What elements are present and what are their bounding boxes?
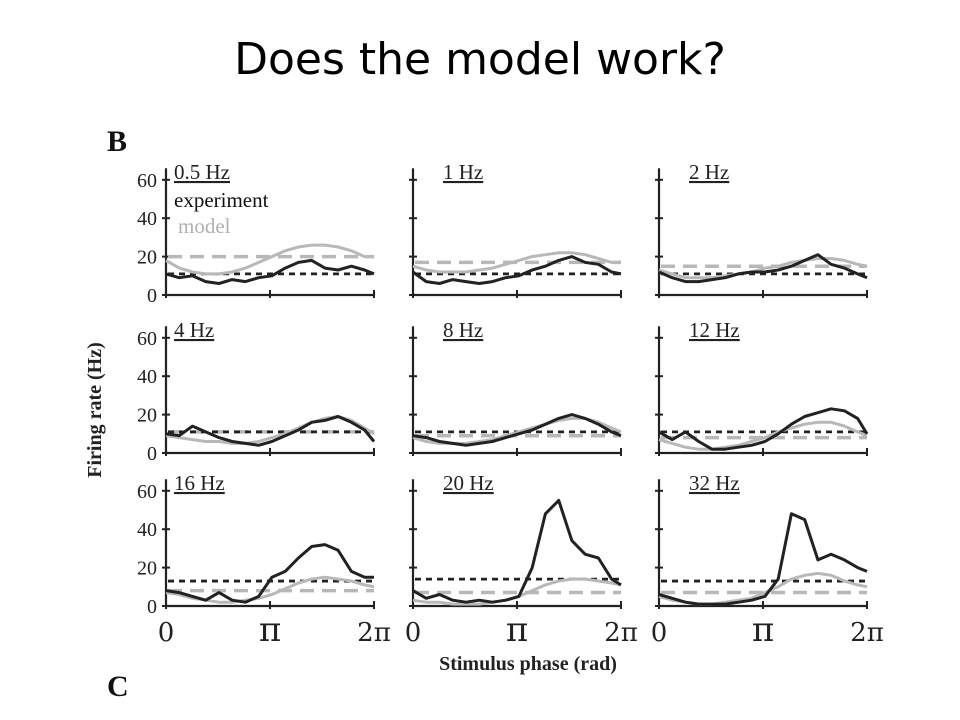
y-tick-label: 60 xyxy=(137,170,157,192)
x-axis-label: Stimulus phase (rad) xyxy=(439,653,617,675)
y-tick-label: 40 xyxy=(137,519,157,541)
frequency-label: 32 Hz xyxy=(689,471,740,495)
y-tick-label: 40 xyxy=(137,366,157,388)
x-tick-label: π xyxy=(752,610,774,650)
y-tick-label: 40 xyxy=(137,208,157,230)
model-series-line xyxy=(412,416,622,445)
y-tick-label: 0 xyxy=(147,443,157,465)
experiment-series-line xyxy=(658,407,869,451)
experiment-series-line xyxy=(165,415,376,447)
frequency-label: 1 Hz xyxy=(443,160,483,184)
y-tick-label: 20 xyxy=(137,247,157,269)
y-axis-label: Firing rate (Hz) xyxy=(84,342,106,478)
frequency-label: 8 Hz xyxy=(443,318,483,342)
x-tick-label: π xyxy=(506,610,528,650)
frequency-label: 4 Hz xyxy=(174,318,214,342)
frequency-label: 0.5 Hz xyxy=(174,160,230,184)
y-tick-label: 60 xyxy=(137,328,157,350)
x-tick-label: 0 xyxy=(651,618,668,648)
y-tick-label: 60 xyxy=(137,481,157,503)
panel-12-hz: 12 Hz xyxy=(655,318,869,456)
panel-2-hz: 2 Hz xyxy=(655,160,868,298)
model-series-line xyxy=(412,251,621,274)
panel-20-hz: 0 π 2π 20 Hz xyxy=(405,471,638,650)
y-tick-label: 0 xyxy=(147,285,157,307)
experiment-series-line xyxy=(165,258,375,285)
experiment-series-line xyxy=(412,413,622,447)
frequency-label: 12 Hz xyxy=(689,318,740,342)
frequency-label: 2 Hz xyxy=(689,160,729,184)
legend-model: model xyxy=(178,214,231,238)
panel-32-hz: 0 π 2π 32 Hz xyxy=(651,471,884,650)
panel-label-c: C xyxy=(107,670,129,703)
panel-16-hz: 0 20 40 60 0 π 2π 16 Hz xyxy=(137,471,391,650)
x-tick-label: 0 xyxy=(158,618,175,648)
panel-1-hz: 1 Hz xyxy=(409,160,622,298)
model-series-line xyxy=(658,420,868,451)
frequency-label: 16 Hz xyxy=(174,471,225,495)
frequency-label: 20 Hz xyxy=(443,471,494,495)
experiment-series-line xyxy=(658,512,868,606)
y-tick-label: 0 xyxy=(147,596,157,618)
model-series-line xyxy=(658,257,868,280)
x-tick-label: π xyxy=(259,610,281,650)
x-tick-label: 0 xyxy=(405,618,422,648)
legend-experiment: experiment xyxy=(174,188,269,212)
experiment-series-line xyxy=(412,255,622,285)
x-tick-label: 2π xyxy=(357,618,391,648)
slide-title: Does the model work? xyxy=(234,34,726,85)
model-series-line xyxy=(658,571,868,606)
experiment-series-line xyxy=(412,498,622,604)
y-tick-label: 20 xyxy=(137,405,157,427)
panel-label-b: B xyxy=(107,125,127,158)
panel-8-hz: 8 Hz xyxy=(409,318,622,456)
model-series-line xyxy=(165,243,374,276)
y-tick-label: 20 xyxy=(137,558,157,580)
experiment-series-line xyxy=(165,543,374,604)
x-tick-label: 2π xyxy=(604,618,638,648)
panel-4-hz: 0 20 40 60 4 Hz xyxy=(137,318,376,465)
model-series-line xyxy=(165,415,375,445)
x-tick-label: 2π xyxy=(850,618,884,648)
experiment-series-line xyxy=(658,253,868,284)
